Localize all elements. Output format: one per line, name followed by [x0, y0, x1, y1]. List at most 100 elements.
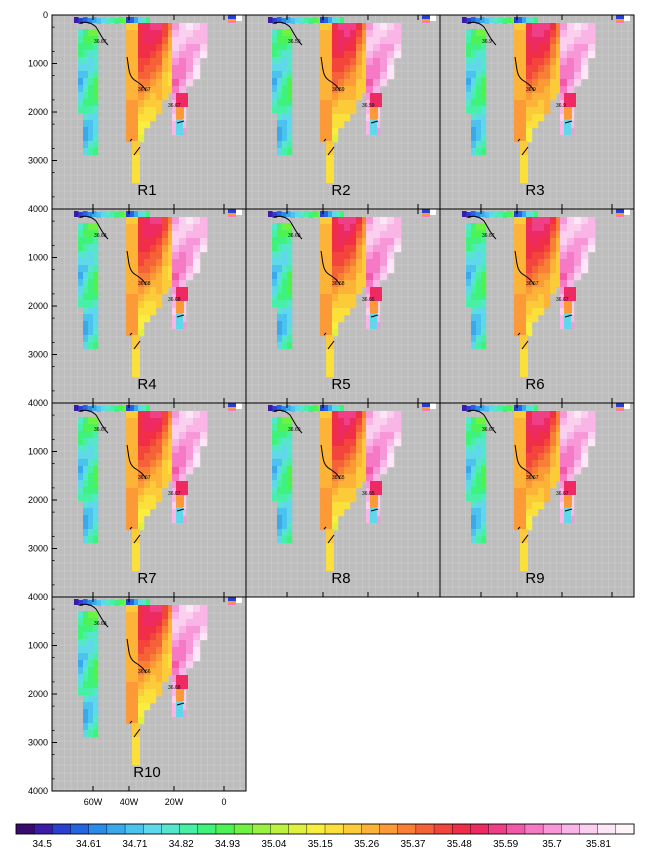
surface-marker — [228, 597, 242, 605]
panel-label: R2 — [331, 182, 350, 199]
contour-label: 36.59 — [362, 103, 375, 109]
deep-block-cyan — [176, 313, 183, 329]
deep-block-yellow — [370, 107, 378, 119]
western-basin-field — [78, 29, 99, 156]
y-tick-label: 4000 — [28, 398, 48, 408]
colorbar-swatch — [506, 823, 526, 835]
colorbar-swatch — [88, 823, 108, 835]
y-tick-label: 1000 — [28, 253, 48, 263]
colorbar-swatch — [252, 823, 271, 835]
contour-label: 36.9 — [482, 39, 492, 45]
colorbar-label: 35.7 — [542, 839, 562, 850]
colorbar-swatch — [488, 823, 508, 835]
panel-label: R1 — [137, 182, 156, 199]
contour-label: 36.67 — [138, 475, 151, 481]
contour-label: 36.68 — [94, 233, 107, 239]
panel-r7: 36.67 36.67 36.67 R7 1000 2000 3000 4000 — [28, 402, 247, 602]
contour-label: 36.9 — [526, 87, 536, 93]
y-tick-label: 3000 — [28, 350, 48, 360]
deep-outflow-core — [370, 93, 382, 107]
deep-block-cyan — [370, 119, 377, 135]
panel-label: R5 — [331, 376, 350, 393]
panel-frame — [439, 402, 635, 598]
contour-lines — [79, 409, 185, 544]
colorbar-swatch — [561, 823, 580, 835]
contour-label: 36.68 — [138, 281, 151, 287]
x-tick-label: 60W — [84, 797, 103, 807]
surface-marker — [228, 209, 242, 217]
contour-label: 36.67 — [482, 233, 495, 239]
x-ticks — [480, 403, 613, 597]
contour-lines — [79, 215, 185, 350]
colorbar-swatch — [524, 823, 544, 835]
contour-label: 36.68 — [168, 685, 181, 691]
colorbar-label: 34.82 — [169, 839, 194, 850]
central-saline-plume — [126, 411, 199, 572]
surface-marker — [228, 403, 242, 411]
contour-lines — [273, 21, 379, 156]
colorbar-swatch — [615, 823, 635, 835]
deep-outflow-core — [564, 481, 576, 495]
western-basin-field — [78, 611, 99, 738]
colorbar-swatch — [15, 823, 35, 835]
colorbar-label: 34.93 — [215, 839, 240, 850]
x-tick-label: 0 — [221, 797, 226, 807]
panel-label: R7 — [137, 570, 156, 587]
y-tick-label: 4000 — [28, 204, 48, 214]
panel-r2: 36.59 36.59 36.59 R2 — [245, 14, 441, 210]
x-ticks — [286, 15, 419, 209]
contour-label: 36.68 — [94, 621, 107, 627]
panel-grid: 36.67 36.67 36.67 R1 0 1000 2000 3000 4000 36.59 3… — [28, 10, 635, 807]
deep-block-yellow — [564, 495, 572, 507]
surface-marker — [422, 15, 436, 23]
colorbar-swatch — [415, 823, 435, 835]
deep-block-yellow — [564, 107, 572, 119]
contour-label: 36.65 — [332, 475, 345, 481]
contour-label: 36.67 — [138, 87, 151, 93]
colorbar-swatch — [361, 823, 381, 835]
deep-block-cyan — [564, 119, 571, 135]
contour-label: 36.67 — [168, 103, 181, 109]
eastern-basin-field — [560, 217, 596, 330]
y-tick-label: 2000 — [28, 689, 48, 699]
y-tick-label: 3000 — [28, 738, 48, 748]
colorbar-label: 35.26 — [354, 839, 379, 850]
colorbar-label: 34.61 — [76, 839, 101, 850]
deep-block-cyan — [370, 507, 377, 523]
surface-marker — [228, 15, 242, 23]
colorbar-swatch — [579, 823, 599, 835]
western-basin-field — [78, 417, 99, 544]
x-ticks — [480, 15, 613, 209]
colorbar-label: 34.71 — [122, 839, 147, 850]
contour-label: 36.67 — [526, 281, 539, 287]
x-ticks — [480, 209, 613, 403]
colorbar-swatch — [288, 823, 308, 835]
deep-block-cyan — [176, 507, 183, 523]
colorbar-swatch — [197, 823, 217, 835]
deep-outflow-core — [564, 93, 576, 107]
surface-marker — [616, 209, 630, 217]
colorbar-swatch — [542, 823, 562, 835]
contour-label: 36.67 — [94, 39, 107, 45]
colorbar-swatch — [52, 823, 72, 835]
western-basin-field — [272, 417, 293, 544]
contour-label: 36.68 — [288, 233, 301, 239]
eastern-basin-field — [366, 217, 402, 330]
western-basin-field — [466, 417, 487, 544]
western-basin-field — [272, 29, 293, 156]
colorbar-swatch — [215, 823, 235, 835]
x-tick-label: 20W — [165, 797, 184, 807]
y-tick-label: 2000 — [28, 495, 48, 505]
colorbar-label: 35.37 — [400, 839, 425, 850]
colorbar-swatch — [324, 823, 344, 835]
colorbar-label: 35.15 — [308, 839, 333, 850]
x-ticks — [286, 403, 419, 597]
deep-block-yellow — [176, 689, 184, 701]
deep-outflow-core — [370, 287, 382, 301]
contour-label: 36.68 — [332, 281, 345, 287]
deep-outflow-core — [176, 481, 188, 495]
x-ticks — [92, 209, 225, 403]
colorbar-label: 34.5 — [32, 839, 52, 850]
deep-outflow-core — [370, 481, 382, 495]
deep-block-yellow — [176, 495, 184, 507]
